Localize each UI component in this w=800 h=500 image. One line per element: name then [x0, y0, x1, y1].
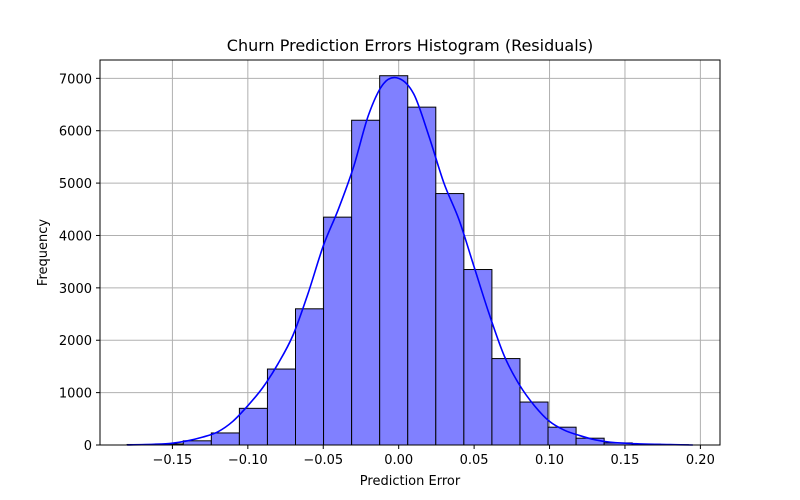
y-tick-label: 7000: [59, 72, 92, 87]
y-tick-label: 6000: [59, 125, 92, 140]
histogram-bar: [407, 106, 437, 446]
kde-curve: [127, 76, 693, 446]
histogram-bar: [435, 193, 465, 446]
x-tick-label: 0.00: [384, 453, 413, 468]
histogram-bar: [210, 432, 240, 446]
kde-curve-group: [127, 76, 693, 446]
x-tick-label: −0.10: [228, 453, 268, 468]
x-axis-ticks: −0.15 −0.10 −0.05 0.00 0.05 0.10 0.15 0.20: [152, 445, 715, 468]
y-tick-label: 1000: [59, 387, 92, 402]
x-axis-label: Prediction Error: [360, 474, 461, 489]
histogram-bar: [266, 368, 297, 446]
histogram-bar: [463, 269, 493, 446]
x-tick-label: 0.15: [610, 453, 639, 468]
histogram-bar: [491, 358, 521, 446]
y-tick-label: 3000: [59, 282, 92, 297]
plot-frame: [99, 59, 721, 446]
x-tick-label: 0.05: [460, 453, 489, 468]
x-tick-label: −0.05: [303, 453, 343, 468]
x-tick-label: −0.15: [152, 453, 192, 468]
y-tick-label: 5000: [59, 177, 92, 192]
x-tick-label: 0.10: [535, 453, 564, 468]
histogram-bars: [126, 75, 689, 446]
x-tick-label: 0.20: [686, 453, 715, 468]
y-tick-label: 2000: [59, 334, 92, 349]
y-axis-label: Frequency: [36, 219, 51, 286]
histogram-bar: [519, 401, 549, 446]
y-tick-label: 0: [84, 439, 92, 454]
y-tick-label: 4000: [59, 229, 92, 244]
histogram-bar: [351, 119, 381, 446]
histogram-bar: [323, 216, 353, 446]
chart-title: Churn Prediction Errors Histogram (Resid…: [227, 36, 593, 55]
histogram-bar: [295, 308, 325, 446]
histogram-bar: [379, 75, 409, 446]
histogram-bar: [238, 407, 268, 446]
y-axis-ticks: 0 1000 2000 3000 4000 5000 6000 7000: [59, 72, 100, 454]
